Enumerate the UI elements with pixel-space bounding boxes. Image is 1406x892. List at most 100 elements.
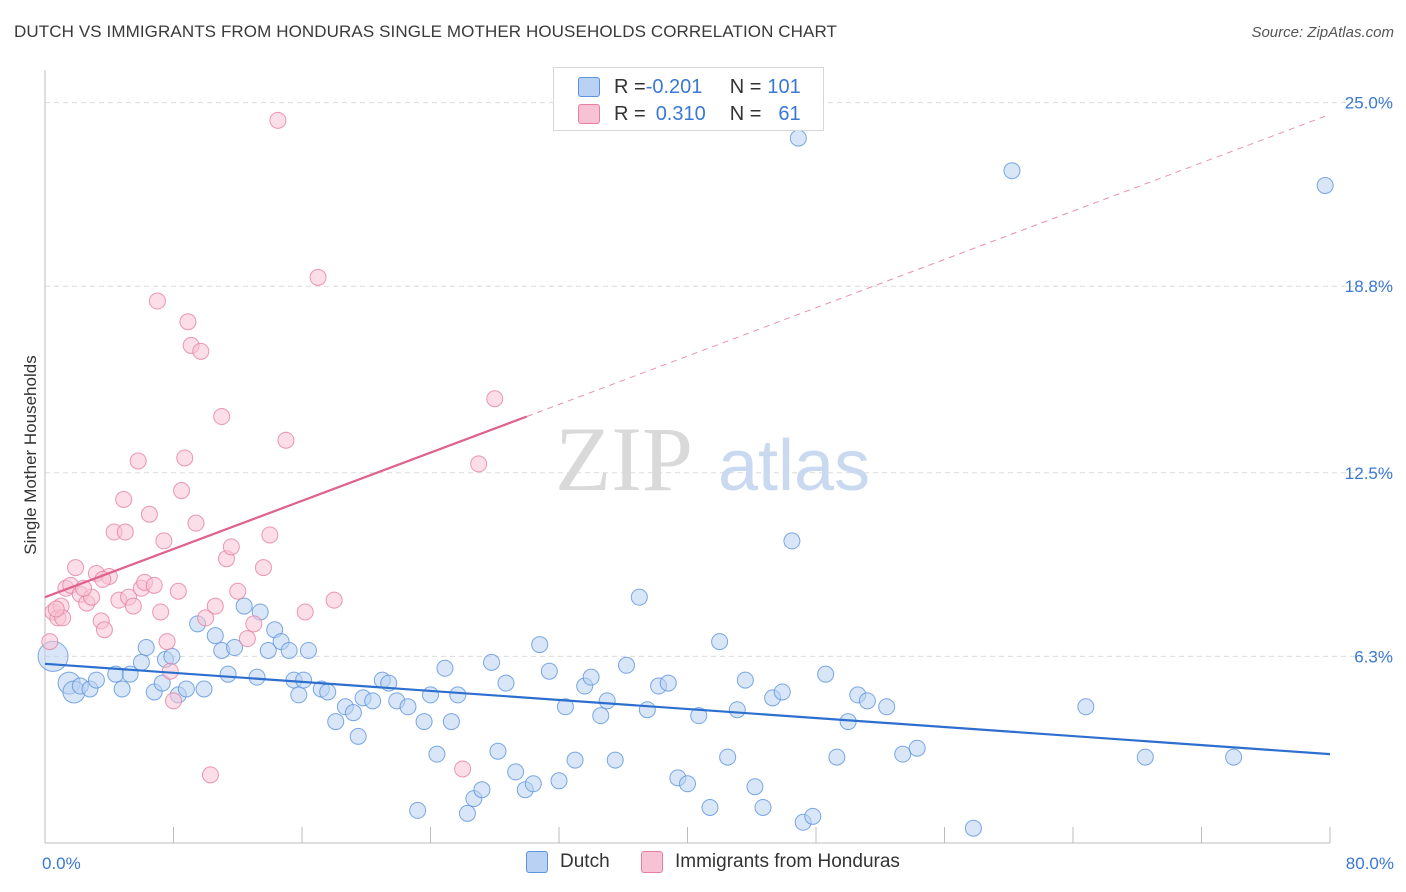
dutch-point [449, 686, 467, 704]
dutch-point [1077, 698, 1095, 716]
dutch-legend-swatch [526, 851, 548, 873]
dutch-point [878, 698, 896, 716]
dutch-point [566, 751, 584, 769]
honduras-point [124, 597, 142, 615]
dutch-point [497, 674, 515, 692]
honduras-point [41, 633, 59, 651]
honduras-point [187, 514, 205, 532]
dutch-point [606, 751, 624, 769]
honduras-point [454, 760, 472, 778]
legend-row-honduras: R = 0.310 N = 61 [578, 100, 801, 128]
dutch-point [87, 671, 105, 689]
legend-label-honduras: Immigrants from Honduras [675, 851, 900, 872]
honduras-point [158, 633, 176, 651]
dutch-point [409, 801, 427, 819]
legend-n-value-dutch: 101 [767, 75, 801, 98]
honduras-point [277, 431, 295, 449]
dutch-point [235, 597, 253, 615]
dutch-point [349, 727, 367, 745]
dutch-point [556, 698, 574, 716]
honduras-point [470, 455, 488, 473]
honduras-point [229, 582, 247, 600]
honduras-point [213, 408, 231, 426]
honduras-point [261, 526, 279, 544]
dutch-point [964, 819, 982, 837]
dutch-point [894, 745, 912, 763]
dutch-point [473, 781, 491, 799]
dutch-point [113, 680, 131, 698]
series-legend: Dutch Immigrants from Honduras [0, 851, 1406, 879]
legend-row-dutch: R = -0.201 N = 101 [578, 73, 801, 101]
honduras-legend-swatch [641, 851, 663, 873]
y-tick-label: 18.8% [1345, 277, 1393, 296]
y-axis-label: Single Mother Households [21, 355, 40, 554]
dutch-point [908, 739, 926, 757]
honduras-point [238, 630, 256, 648]
dutch-point [817, 665, 835, 683]
honduras-point [169, 582, 187, 600]
honduras-trend-extension [526, 113, 1331, 417]
honduras-swatch [578, 104, 600, 124]
dutch-point [598, 692, 616, 710]
dutch-point [592, 707, 610, 725]
dutch-point [195, 680, 213, 698]
dutch-point [489, 742, 507, 760]
dutch-point [711, 633, 729, 651]
dutch-point [630, 588, 648, 606]
dutch-point [483, 653, 501, 671]
legend-item-dutch[interactable]: Dutch [526, 851, 610, 873]
honduras-point [155, 532, 173, 550]
legend-label-dutch: Dutch [560, 851, 610, 872]
legend-item-honduras[interactable]: Immigrants from Honduras [641, 851, 900, 873]
dutch-point [719, 748, 737, 766]
honduras-point [197, 609, 215, 627]
x-tick-label: 80.0% [1346, 854, 1394, 873]
dutch-point [617, 656, 635, 674]
dutch-point [783, 532, 801, 550]
chart-title: DUTCH VS IMMIGRANTS FROM HONDURAS SINGLE… [14, 22, 838, 41]
source-credit: Source: ZipAtlas.com [1251, 24, 1394, 41]
honduras-point [145, 576, 163, 594]
honduras-point [486, 390, 504, 408]
dutch-point [153, 674, 171, 692]
dutch-trend-line [44, 662, 1331, 756]
legend-r-label: R = [614, 75, 646, 98]
legend-r-value-dutch: -0.201 [645, 75, 703, 98]
dutch-point [428, 745, 446, 763]
dutch-point [773, 683, 791, 701]
dutch-point [531, 636, 549, 654]
honduras-point [222, 538, 240, 556]
honduras-point [173, 482, 191, 500]
honduras-point [269, 111, 287, 129]
dutch-point [1316, 177, 1334, 195]
dutch-point [299, 641, 317, 659]
dutch-point [280, 641, 298, 659]
dutch-point [163, 647, 181, 665]
honduras-point [296, 603, 314, 621]
honduras-point [67, 559, 85, 577]
dutch-point [226, 639, 244, 657]
dutch-point [436, 659, 454, 677]
dutch-point [319, 683, 337, 701]
y-tick-label: 25.0% [1345, 94, 1393, 113]
honduras-point [309, 268, 327, 286]
x-tick-label: 0.0% [42, 854, 81, 873]
dutch-point [858, 692, 876, 710]
honduras-point [245, 615, 263, 633]
dutch-point [659, 674, 677, 692]
axes [44, 70, 1331, 844]
legend-n-label: N = [729, 75, 762, 98]
grid-lines [45, 102, 1393, 657]
honduras-point [140, 505, 158, 523]
honduras-point [176, 449, 194, 467]
dutch-point [458, 804, 476, 822]
honduras-point [206, 597, 224, 615]
dutch-point [1003, 162, 1021, 180]
legend-r-label: R = [614, 102, 646, 125]
honduras-point [116, 523, 134, 541]
dutch-point [327, 713, 345, 731]
dutch-point [137, 639, 155, 657]
dutch-point [789, 129, 807, 147]
trend-lines [44, 113, 1331, 756]
